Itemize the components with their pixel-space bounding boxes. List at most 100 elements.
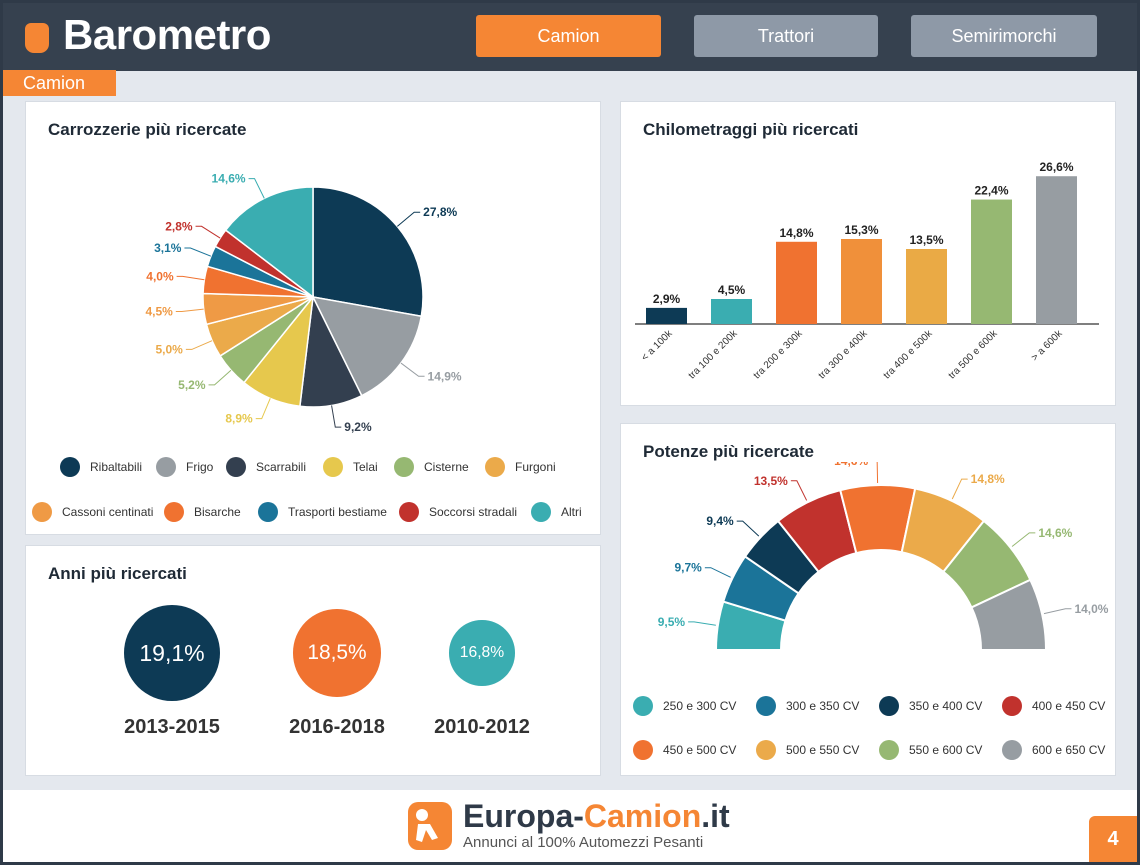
- legend-label: 550 e 600 CV: [909, 743, 983, 757]
- legend-swatch: [60, 457, 80, 477]
- donut-leader-line: [1043, 608, 1072, 615]
- pie-slice-ribaltabili: [312, 186, 424, 318]
- pie-leader-line: [195, 225, 221, 239]
- donut-segment-600-e-650-cv: [970, 578, 1048, 651]
- legend-item-cassoni-centinati: Cassoni centinati: [32, 502, 153, 522]
- bar-category-label: tra 300 e 400k: [817, 328, 871, 382]
- bar-value-label: 4,5%: [718, 283, 746, 297]
- legend-item-altri: Altri: [531, 502, 582, 522]
- pie-leader-line: [255, 398, 271, 420]
- pie-leader-line: [176, 275, 205, 281]
- legend-item-ribaltabili: Ribaltabili: [60, 457, 142, 477]
- legend-swatch: [633, 696, 653, 716]
- brand-name[interactable]: Europa-Camion.it: [463, 798, 730, 835]
- legend-item-400-e-450-cv: 400 e 450 CV: [1002, 696, 1105, 716]
- bar-category-label: > a 600k: [1030, 328, 1066, 364]
- legend-label: Telai: [353, 460, 378, 474]
- year-bubble-2016-2018: 18,5%: [293, 609, 381, 697]
- legend-item-500-e-550-cv: 500 e 550 CV: [756, 740, 859, 760]
- bar-chart-title: Chilometraggi più ricercati: [643, 120, 859, 139]
- donut-data-label: 14,6%: [834, 462, 868, 468]
- brand-part-c: .it: [701, 798, 730, 834]
- donut-chart: 9,5% 9,7% 9,4% 13,5% 14,6% 14,8% 14,6% 14,0%: [658, 462, 1109, 651]
- brand-part-a: Europa-: [463, 798, 584, 834]
- bar-category-label: < a 100k: [640, 328, 676, 364]
- legend-swatch: [32, 502, 52, 522]
- years-chart-title: Anni più ricercati: [48, 564, 187, 583]
- legend-label: Soccorsi stradali: [429, 505, 518, 519]
- legend-item-450-e-500-cv: 450 e 500 CV: [633, 740, 736, 760]
- donut-leader-line: [736, 520, 760, 537]
- pie-leader-line: [208, 369, 232, 386]
- pie-leader-line: [175, 308, 204, 312]
- legend-swatch: [531, 502, 551, 522]
- bar-value-label: 13,5%: [909, 233, 943, 247]
- legend-item-frigo: Frigo: [156, 457, 213, 477]
- legend-item-550-e-600-cv: 550 e 600 CV: [879, 740, 982, 760]
- donut-leader-line: [704, 567, 731, 578]
- legend-swatch: [258, 502, 278, 522]
- legend-label: Altri: [561, 505, 582, 519]
- legend-item-cisterne: Cisterne: [394, 457, 469, 477]
- legend-swatch: [633, 740, 653, 760]
- legend-label: Trasporti bestiame: [288, 505, 387, 519]
- page-frame: Barometro Camion Trattori Semirimorchi C…: [3, 3, 1137, 862]
- bar-value-label: 15,3%: [844, 223, 878, 237]
- donut-leader-line: [951, 478, 968, 500]
- bar-a-100k: [646, 307, 687, 324]
- legend-label: 350 e 400 CV: [909, 699, 983, 713]
- legend-item-bisarche: Bisarche: [164, 502, 241, 522]
- europa-camion-logo-icon: [408, 802, 452, 850]
- bar-tra-300-e-400k: [841, 239, 882, 324]
- bar-value-label: 22,4%: [974, 184, 1008, 198]
- legend-item-trasporti-bestiame: Trasporti bestiame: [258, 502, 387, 522]
- page-number: 4: [1089, 816, 1137, 862]
- legend-swatch: [323, 457, 343, 477]
- brand-logo-icon: [25, 23, 49, 53]
- legend-swatch: [156, 457, 176, 477]
- bar-tra-400-e-500k: [906, 249, 947, 324]
- top-bar: Barometro Camion Trattori Semirimorchi: [3, 3, 1137, 71]
- donut-leader-line: [1011, 532, 1036, 547]
- legend-swatch: [394, 457, 414, 477]
- pie-data-label: 5,0%: [155, 342, 183, 356]
- pie-leader-line: [331, 405, 342, 428]
- legend-label: Cassoni centinati: [62, 505, 154, 519]
- bar-value-label: 26,6%: [1039, 160, 1073, 174]
- bar-tra-200-e-300k: [776, 241, 817, 324]
- legend-label: 400 e 450 CV: [1032, 699, 1106, 713]
- pie-chart: 27,8% 14,9% 9,2% 8,9% 5,2% 5,0% 4,5% 4,0% 3,1% 2,…: [145, 172, 461, 434]
- legend-item-350-e-400-cv: 350 e 400 CV: [879, 696, 982, 716]
- donut-leader-line: [876, 462, 879, 484]
- legend-label: 450 e 500 CV: [663, 743, 737, 757]
- legend-item-600-e-650-cv: 600 e 650 CV: [1002, 740, 1105, 760]
- legend-label: Bisarche: [194, 505, 241, 519]
- pie-leader-line: [396, 211, 421, 227]
- legend-swatch: [485, 457, 505, 477]
- legend-label: Frigo: [186, 460, 214, 474]
- pie-leader-line: [184, 247, 212, 257]
- bar-value-label: 14,8%: [779, 226, 813, 240]
- tab-semirimorchi[interactable]: Semirimorchi: [911, 15, 1097, 57]
- pie-data-label: 8,9%: [225, 412, 253, 426]
- legend-swatch: [1002, 696, 1022, 716]
- legend-label: 250 e 300 CV: [663, 699, 737, 713]
- legend-item-soccorsi-stradali: Soccorsi stradali: [399, 502, 517, 522]
- legend-item-250-e-300-cv: 250 e 300 CV: [633, 696, 736, 716]
- legend-item-furgoni: Furgoni: [485, 457, 556, 477]
- pie-data-label: 14,6%: [212, 172, 246, 186]
- legend-swatch: [399, 502, 419, 522]
- pie-leader-line: [400, 362, 425, 377]
- tab-trattori[interactable]: Trattori: [694, 15, 878, 57]
- legend-label: Cisterne: [424, 460, 469, 474]
- legend-label: Ribaltabili: [90, 460, 143, 474]
- legend-label: 600 e 650 CV: [1032, 743, 1106, 757]
- donut-data-label: 9,4%: [706, 514, 734, 528]
- bar-chart: 2,9% < a 100k 4,5% tra 100 e 200k 14,8% tra 2…: [635, 160, 1099, 382]
- tab-camion[interactable]: Camion: [476, 15, 661, 57]
- pie-leader-line: [248, 178, 265, 199]
- bar-value-label: 2,9%: [653, 292, 681, 306]
- bar-tra-500-e-600k: [971, 199, 1012, 324]
- legend-item-scarrabili: Scarrabili: [226, 457, 306, 477]
- card-carrozzerie: Carrozzerie più ricercate 27,8% 14,9% 9,2%…: [25, 101, 601, 535]
